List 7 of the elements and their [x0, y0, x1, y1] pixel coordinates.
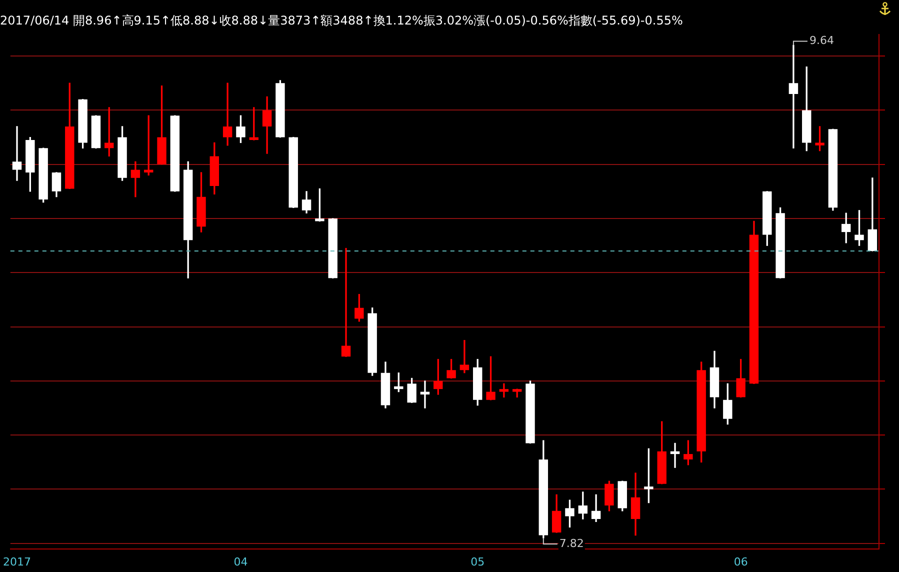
x-tick-label: 05 — [470, 555, 485, 568]
annotation: 7.82 — [559, 536, 584, 550]
x-tick-label: 06 — [734, 555, 748, 568]
chart-subtitle: 2017/06/14 開8.96↑高9.15↑低8.88↓收8.88↓量3873↑額3488↑換1.12%振3.02%漲(-0.05)-0.56%指數(-55.69)-0.55% — [0, 13, 683, 28]
x-tick-label: 04 — [234, 555, 248, 568]
x-tick-label: 2017 — [2, 555, 31, 568]
annotation: 9.64 — [809, 34, 834, 48]
